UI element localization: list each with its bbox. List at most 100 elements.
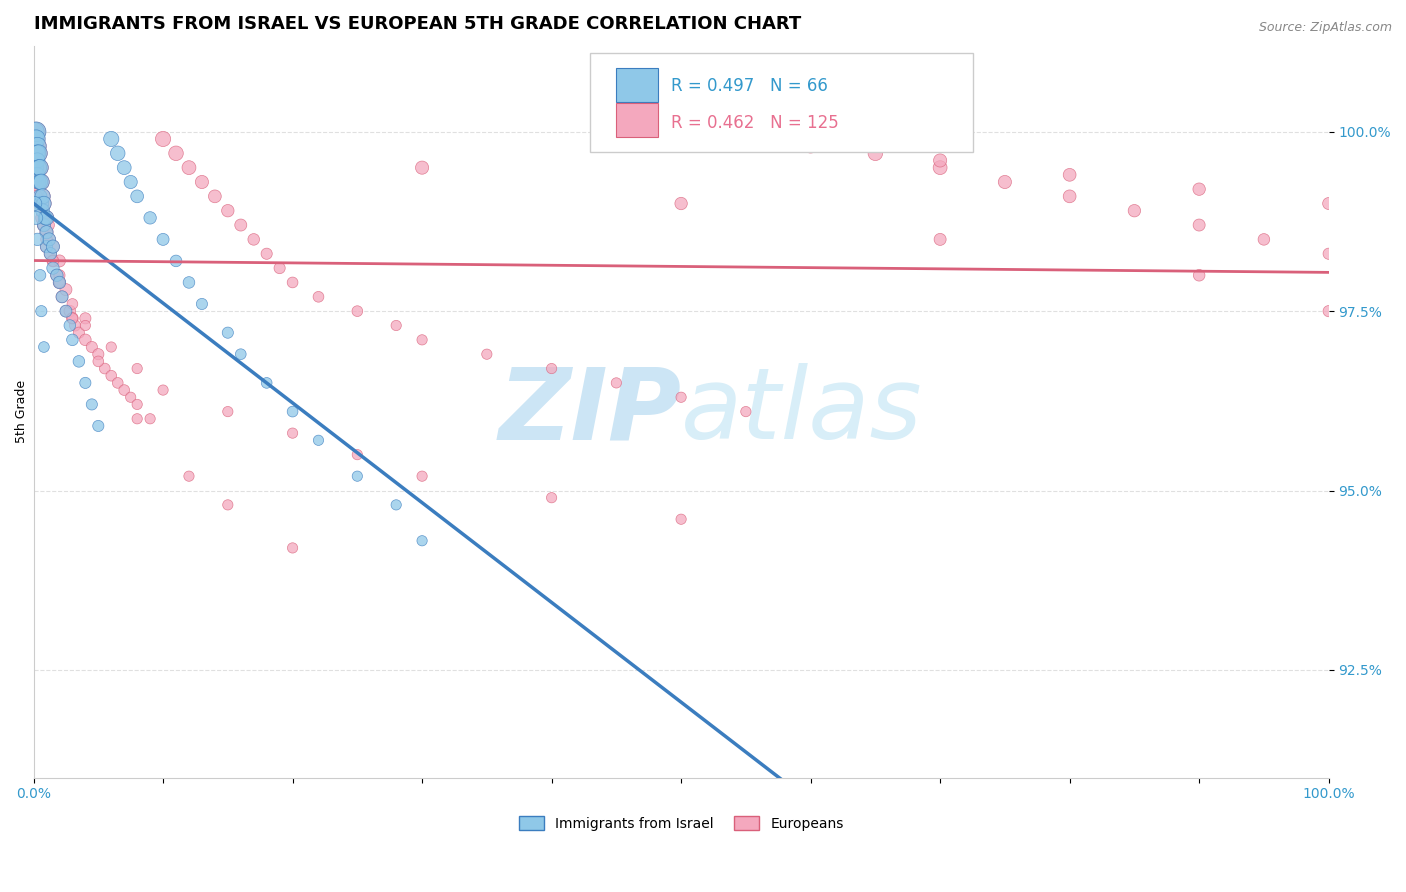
Point xyxy=(45,268,67,283)
Point xyxy=(107,146,129,161)
Point xyxy=(30,175,52,189)
Point xyxy=(120,175,142,189)
Point xyxy=(800,139,823,153)
Point xyxy=(59,318,82,333)
Point xyxy=(540,491,562,505)
Point xyxy=(31,211,53,225)
Point xyxy=(28,175,51,189)
Point xyxy=(1317,196,1340,211)
Point xyxy=(27,153,49,168)
Point xyxy=(35,211,58,225)
Point xyxy=(32,196,55,211)
Point xyxy=(28,146,51,161)
Point xyxy=(229,347,252,361)
Point xyxy=(25,139,48,153)
Point xyxy=(75,318,97,333)
Point xyxy=(229,218,252,232)
Point xyxy=(28,182,51,196)
FancyBboxPatch shape xyxy=(591,53,973,152)
Point xyxy=(35,225,58,239)
Point xyxy=(217,326,239,340)
Point xyxy=(204,189,226,203)
Point xyxy=(42,254,65,268)
Point xyxy=(24,146,46,161)
Point xyxy=(60,297,83,311)
Point xyxy=(669,390,692,404)
Point xyxy=(25,153,48,168)
Point xyxy=(177,469,200,483)
Point xyxy=(152,232,174,246)
Point xyxy=(734,404,756,418)
Point xyxy=(100,132,122,146)
Point xyxy=(27,232,49,246)
Point xyxy=(27,139,49,153)
Point xyxy=(281,404,304,418)
Point xyxy=(24,132,46,146)
Point xyxy=(25,153,48,168)
Point xyxy=(75,311,97,326)
Point xyxy=(25,189,48,203)
Legend: Immigrants from Israel, Europeans: Immigrants from Israel, Europeans xyxy=(513,811,849,837)
Point xyxy=(25,153,48,168)
Point xyxy=(24,146,46,161)
Point xyxy=(60,333,83,347)
Point xyxy=(37,218,59,232)
Point xyxy=(28,161,51,175)
Point xyxy=(55,304,77,318)
Point xyxy=(60,311,83,326)
Point xyxy=(800,132,823,146)
Point xyxy=(281,541,304,555)
Point xyxy=(87,354,110,368)
Point xyxy=(30,196,52,211)
Point xyxy=(929,153,952,168)
Point xyxy=(28,175,51,189)
Point xyxy=(1253,232,1275,246)
Point xyxy=(35,225,58,239)
Point xyxy=(1123,203,1146,218)
Point xyxy=(385,318,408,333)
Point xyxy=(994,175,1017,189)
Point xyxy=(55,304,77,318)
Point xyxy=(32,218,55,232)
Point xyxy=(28,161,51,175)
Point xyxy=(28,196,51,211)
Point xyxy=(45,268,67,283)
Point xyxy=(42,239,65,253)
Point xyxy=(42,239,65,253)
Point xyxy=(24,139,46,153)
Point xyxy=(87,347,110,361)
Point xyxy=(27,168,49,182)
Text: IMMIGRANTS FROM ISRAEL VS EUROPEAN 5TH GRADE CORRELATION CHART: IMMIGRANTS FROM ISRAEL VS EUROPEAN 5TH G… xyxy=(34,15,801,33)
Point xyxy=(35,239,58,253)
Point xyxy=(120,390,142,404)
Point xyxy=(35,239,58,253)
Point xyxy=(94,361,117,376)
Point xyxy=(1059,189,1081,203)
Point xyxy=(177,276,200,290)
Point xyxy=(217,404,239,418)
Point xyxy=(475,347,498,361)
Text: Source: ZipAtlas.com: Source: ZipAtlas.com xyxy=(1258,21,1392,34)
Point xyxy=(30,304,52,318)
Point xyxy=(75,333,97,347)
Point xyxy=(25,161,48,175)
Point xyxy=(59,304,82,318)
Point xyxy=(411,469,433,483)
Point xyxy=(34,211,56,225)
Point xyxy=(75,376,97,390)
Point xyxy=(48,276,70,290)
Point xyxy=(217,498,239,512)
Point xyxy=(256,376,278,390)
Point xyxy=(60,311,83,326)
Point xyxy=(1188,182,1211,196)
Text: ZIP: ZIP xyxy=(498,363,681,460)
Point xyxy=(38,232,60,246)
Point xyxy=(32,340,55,354)
Point xyxy=(25,146,48,161)
Point xyxy=(112,383,135,397)
Point xyxy=(28,268,51,283)
Point xyxy=(177,161,200,175)
Point xyxy=(139,211,162,225)
Point xyxy=(865,146,887,161)
Point xyxy=(308,290,330,304)
